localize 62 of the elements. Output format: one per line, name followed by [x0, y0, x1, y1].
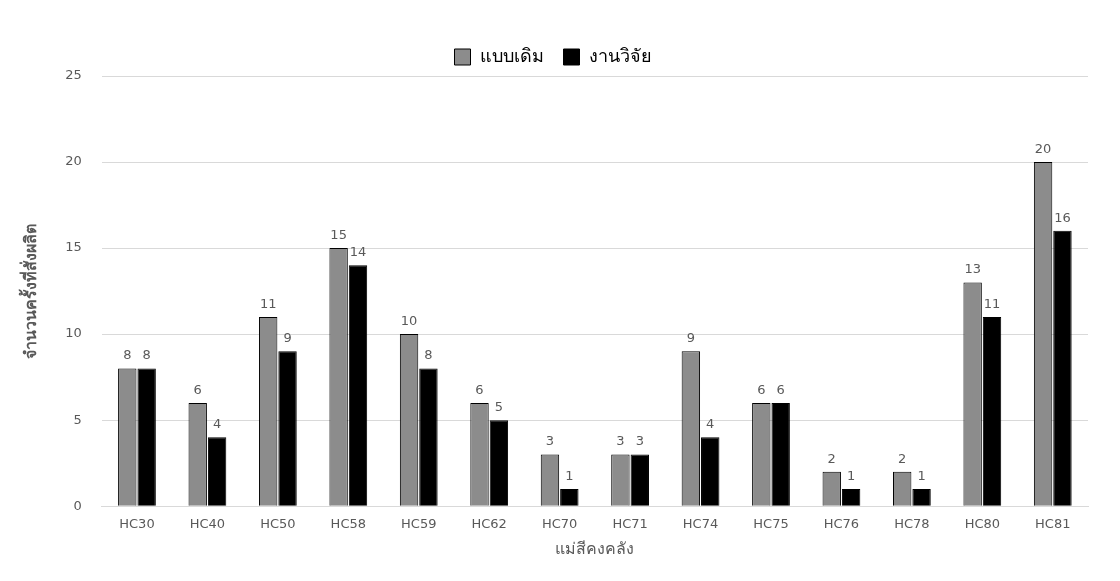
data-label: 6 — [193, 381, 202, 397]
x-tick-label: HC59 — [401, 516, 437, 532]
data-label: 3 — [616, 433, 625, 449]
bar — [348, 265, 368, 506]
data-label: 9 — [283, 330, 292, 346]
data-label: 3 — [635, 433, 644, 449]
x-tick-label: HC58 — [330, 516, 367, 532]
data-label: 2 — [827, 450, 836, 466]
x-tick-label: HC71 — [612, 516, 648, 532]
y-tick-label: 20 — [65, 153, 82, 169]
data-label: 1 — [565, 467, 574, 483]
data-label: 14 — [349, 244, 367, 260]
y-tick-label: 5 — [73, 411, 82, 427]
data-label: 8 — [123, 347, 132, 363]
legend-label: งานวิจัย — [588, 44, 652, 66]
x-tick-label: HC76 — [823, 516, 860, 532]
x-tick-label: HC81 — [1035, 516, 1071, 532]
data-label: 10 — [400, 312, 418, 328]
bar — [207, 437, 227, 506]
data-label: 6 — [776, 381, 785, 397]
data-label: 16 — [1054, 209, 1071, 225]
data-label: 11 — [259, 295, 277, 311]
bar — [419, 368, 438, 506]
data-label: 8 — [424, 347, 433, 363]
data-label: 6 — [475, 381, 484, 397]
bar — [630, 454, 649, 506]
x-tick-label: HC40 — [189, 516, 226, 532]
bar — [701, 437, 720, 506]
bar — [982, 316, 1002, 506]
data-label: 4 — [212, 416, 222, 432]
legend-label: แบบเดิม — [479, 44, 544, 66]
data-label: 15 — [330, 226, 347, 242]
y-tick-label: 15 — [65, 239, 82, 255]
x-tick-label: HC75 — [753, 516, 789, 532]
data-label: 9 — [686, 330, 695, 346]
data-label: 5 — [494, 399, 504, 415]
data-label: 4 — [706, 416, 715, 432]
x-axis-title: แม่สีคงคลัง — [555, 538, 635, 558]
y-tick-label: 0 — [73, 497, 82, 513]
data-label: 8 — [142, 347, 151, 363]
data-label: 2 — [898, 450, 907, 466]
x-tick-label: HC30 — [119, 516, 155, 532]
bar — [278, 351, 297, 506]
x-tick-label: HC80 — [964, 516, 1001, 532]
y-axis-title: จำนวนครั้งที่สั่งผลิต — [17, 223, 40, 359]
data-label: 6 — [757, 381, 766, 397]
data-label: 13 — [964, 261, 981, 277]
y-tick-label: 10 — [65, 325, 82, 341]
data-label: 11 — [983, 295, 1001, 311]
x-tick-label: HC74 — [682, 516, 719, 532]
data-label: 1 — [917, 467, 926, 483]
bar — [137, 368, 156, 506]
x-tick-label: HC50 — [260, 516, 296, 532]
bar — [489, 420, 509, 506]
x-tick-label: HC70 — [541, 516, 578, 532]
x-tick-label: HC62 — [471, 516, 507, 532]
y-tick-label: 25 — [65, 67, 82, 83]
data-label: 20 — [1034, 140, 1052, 156]
x-tick-label: HC78 — [894, 516, 930, 532]
data-label: 3 — [545, 433, 555, 449]
bar — [1053, 230, 1072, 506]
data-label: 1 — [846, 467, 856, 483]
